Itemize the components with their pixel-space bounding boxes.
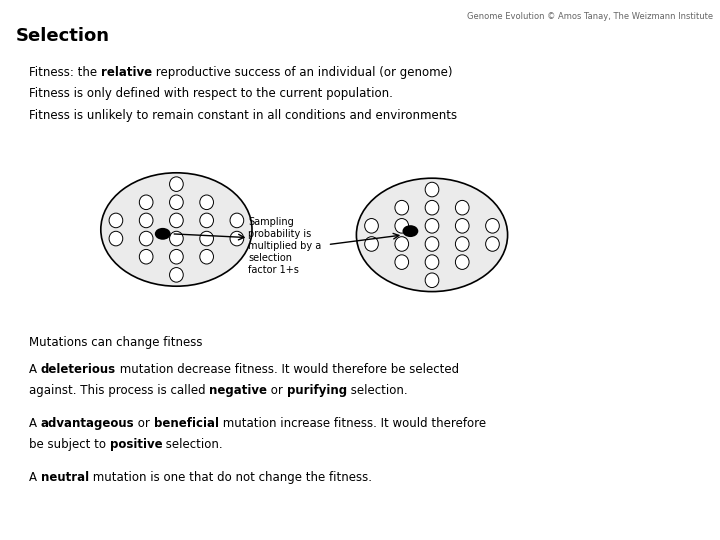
Ellipse shape (456, 219, 469, 233)
Text: mutation is one that do not change the fitness.: mutation is one that do not change the f… (89, 471, 372, 484)
Text: deleterious: deleterious (40, 363, 116, 376)
Text: neutral: neutral (40, 471, 89, 484)
Ellipse shape (425, 273, 439, 288)
Ellipse shape (140, 213, 153, 228)
Ellipse shape (425, 182, 439, 197)
Text: or: or (267, 384, 287, 397)
Text: mutation decrease fitness. It would therefore be selected: mutation decrease fitness. It would ther… (116, 363, 459, 376)
Text: or: or (134, 417, 154, 430)
Ellipse shape (425, 255, 439, 269)
Ellipse shape (109, 231, 122, 246)
Ellipse shape (395, 219, 409, 233)
Ellipse shape (395, 200, 409, 215)
Ellipse shape (456, 237, 469, 251)
Text: Fitness: the: Fitness: the (29, 66, 101, 79)
Text: A: A (29, 363, 40, 376)
Ellipse shape (456, 200, 469, 215)
Ellipse shape (456, 255, 469, 269)
Ellipse shape (486, 219, 500, 233)
Ellipse shape (170, 177, 183, 192)
Ellipse shape (365, 237, 379, 251)
Text: Genome Evolution © Amos Tanay, The Weizmann Institute: Genome Evolution © Amos Tanay, The Weizm… (467, 12, 713, 21)
Circle shape (101, 173, 252, 286)
Ellipse shape (170, 195, 183, 210)
Ellipse shape (199, 195, 213, 210)
Ellipse shape (199, 213, 213, 228)
Circle shape (356, 178, 508, 292)
Text: advantageous: advantageous (40, 417, 134, 430)
Text: positive: positive (109, 438, 162, 451)
Ellipse shape (140, 195, 153, 210)
Text: A: A (29, 417, 40, 430)
Text: Fitness is unlikely to remain constant in all conditions and environments: Fitness is unlikely to remain constant i… (29, 109, 457, 122)
Text: be subject to: be subject to (29, 438, 109, 451)
Text: selection.: selection. (347, 384, 408, 397)
Text: against. This process is called: against. This process is called (29, 384, 210, 397)
Text: selection.: selection. (162, 438, 222, 451)
Text: relative: relative (101, 66, 152, 79)
Ellipse shape (170, 267, 183, 282)
Ellipse shape (170, 213, 183, 228)
Ellipse shape (395, 237, 409, 251)
Text: Selection: Selection (16, 27, 110, 45)
Text: beneficial: beneficial (154, 417, 219, 430)
Ellipse shape (140, 249, 153, 264)
Ellipse shape (199, 249, 213, 264)
Ellipse shape (140, 231, 153, 246)
Ellipse shape (425, 200, 439, 215)
Ellipse shape (425, 219, 439, 233)
Ellipse shape (170, 231, 183, 246)
Ellipse shape (395, 255, 409, 269)
Text: A: A (29, 471, 40, 484)
Ellipse shape (365, 219, 379, 233)
Text: reproductive success of an individual (or genome): reproductive success of an individual (o… (152, 66, 452, 79)
Circle shape (155, 228, 171, 240)
Ellipse shape (230, 213, 243, 228)
Text: Sampling
probability is
multiplied by a
selection
factor 1+s: Sampling probability is multiplied by a … (248, 217, 322, 275)
Ellipse shape (230, 231, 243, 246)
Ellipse shape (486, 237, 500, 251)
Text: mutation increase fitness. It would therefore: mutation increase fitness. It would ther… (219, 417, 486, 430)
Text: negative: negative (210, 384, 267, 397)
Ellipse shape (170, 249, 183, 264)
Circle shape (402, 225, 418, 237)
Ellipse shape (109, 213, 122, 228)
Text: purifying: purifying (287, 384, 347, 397)
Text: Mutations can change fitness: Mutations can change fitness (29, 336, 202, 349)
Ellipse shape (425, 237, 439, 251)
Ellipse shape (199, 231, 213, 246)
Text: Fitness is only defined with respect to the current population.: Fitness is only defined with respect to … (29, 87, 392, 100)
